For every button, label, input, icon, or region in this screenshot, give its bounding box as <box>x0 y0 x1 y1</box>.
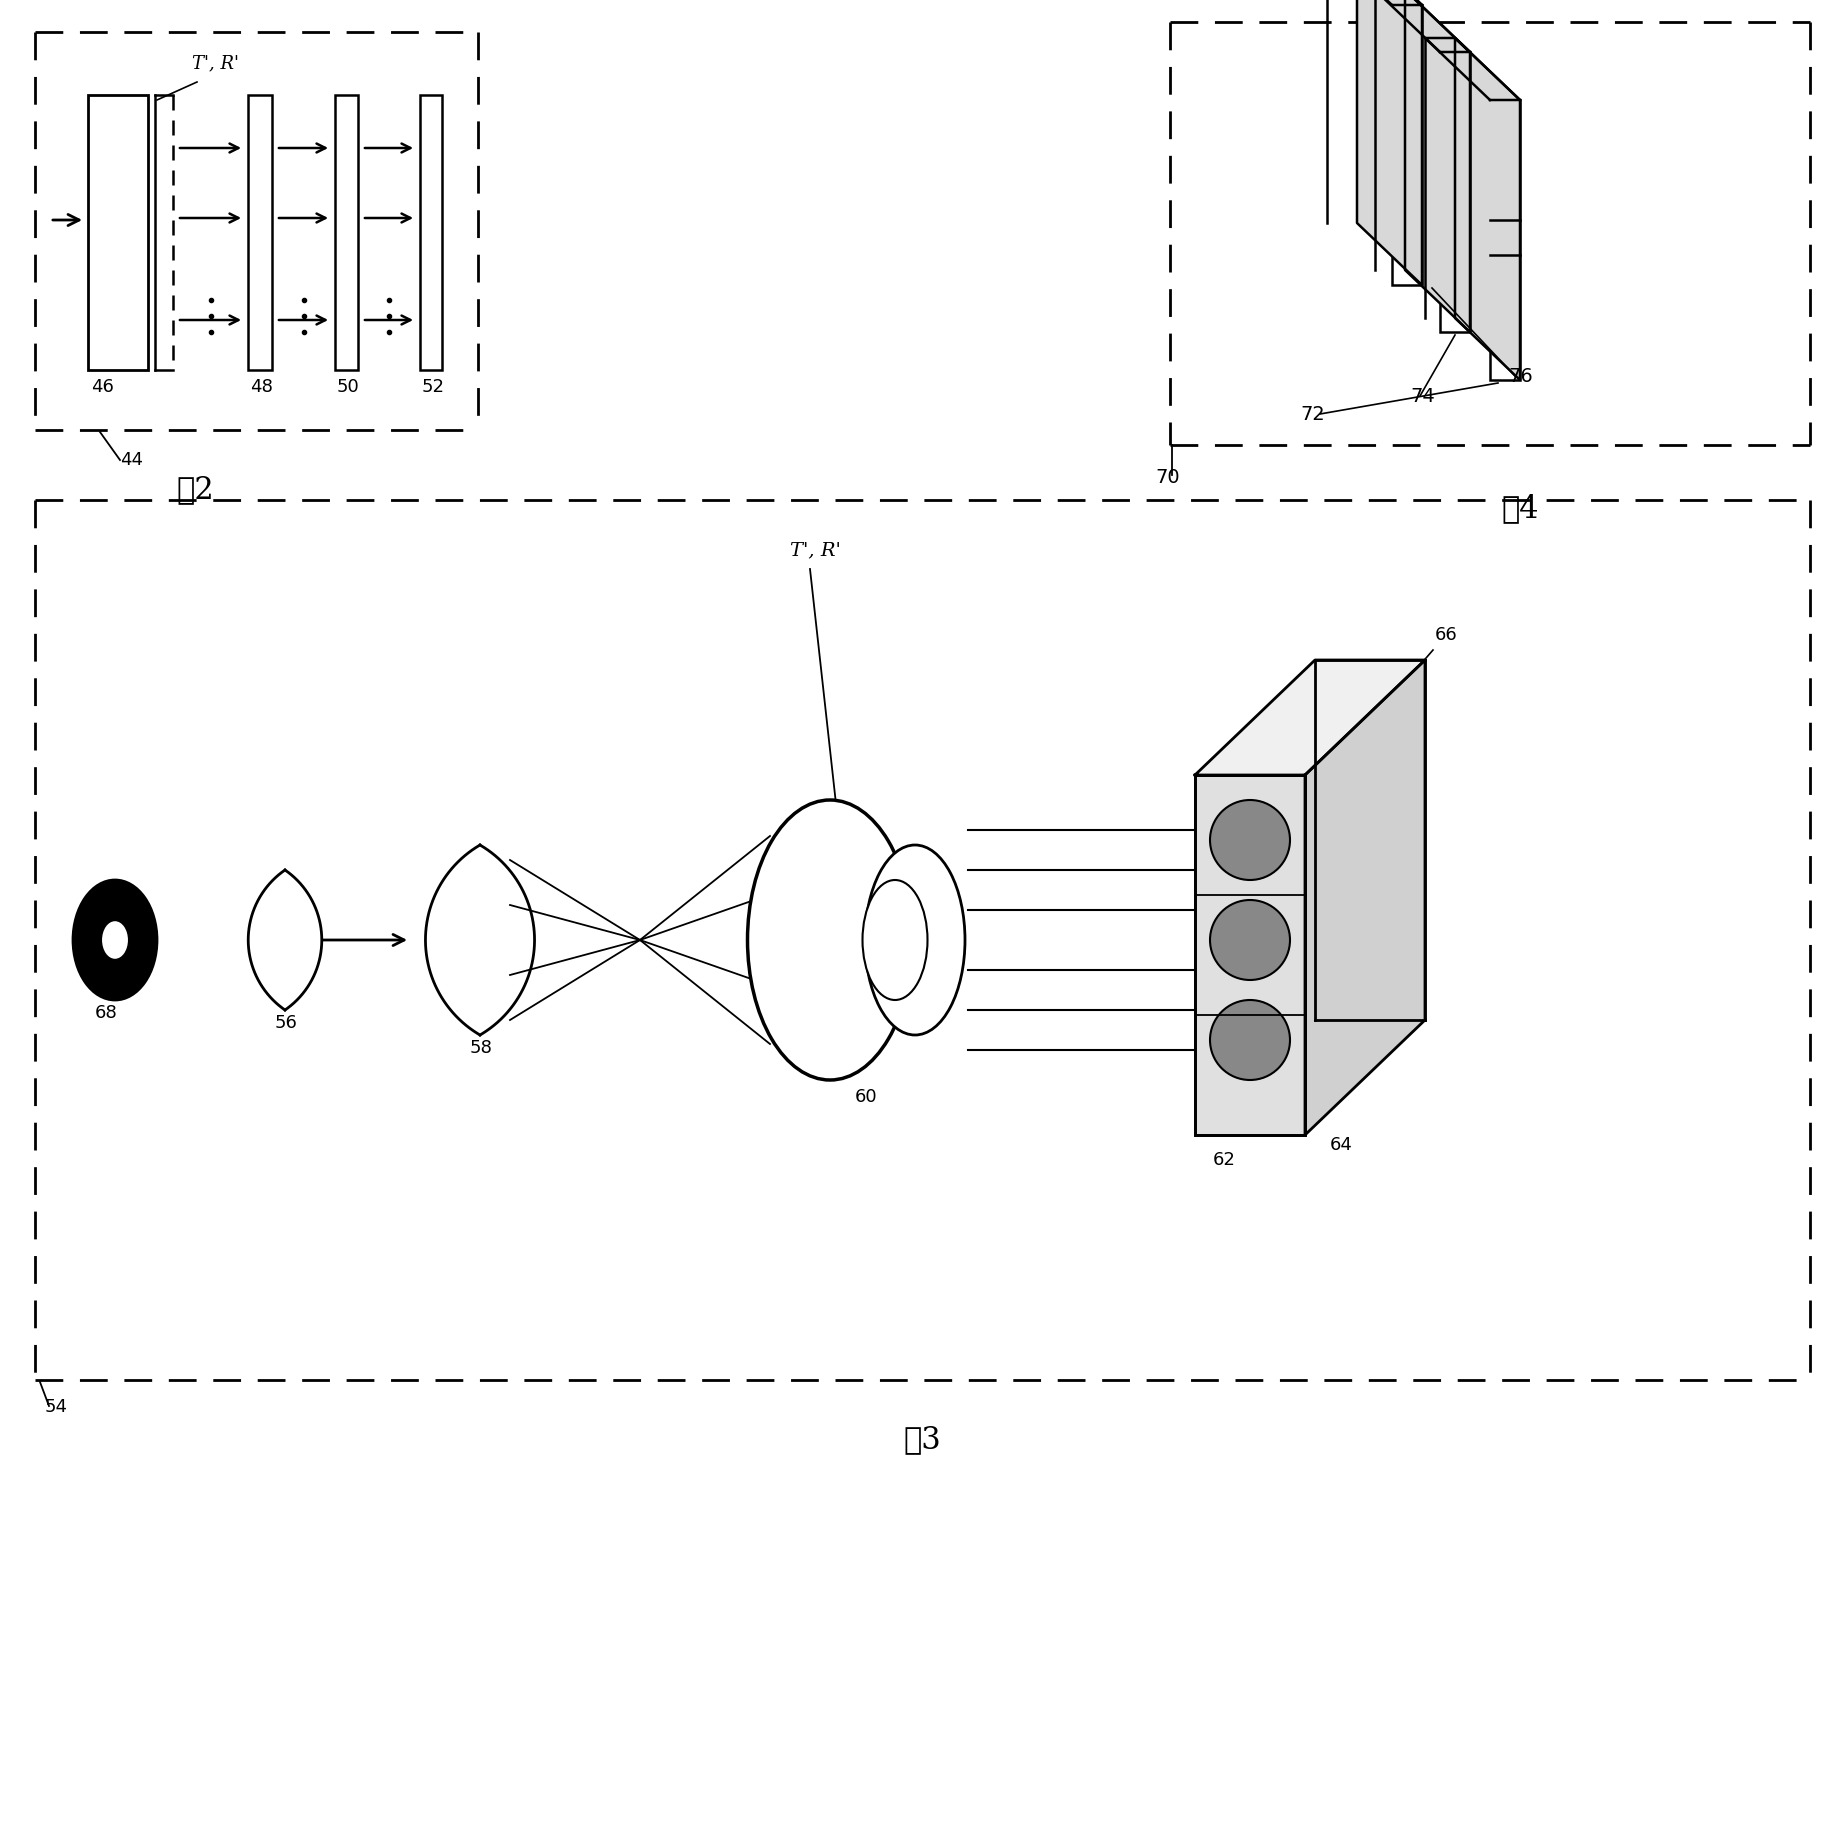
Text: 72: 72 <box>1299 404 1325 425</box>
Text: 70: 70 <box>1156 469 1180 487</box>
Polygon shape <box>1327 0 1423 6</box>
Ellipse shape <box>864 845 966 1036</box>
Text: 58: 58 <box>470 1039 492 1058</box>
Polygon shape <box>1375 0 1471 52</box>
Text: 图2: 图2 <box>177 474 214 506</box>
Bar <box>335 94 358 369</box>
Polygon shape <box>249 869 323 1010</box>
Bar <box>249 94 273 369</box>
Ellipse shape <box>101 921 129 960</box>
Bar <box>1194 775 1305 1135</box>
Polygon shape <box>1404 0 1471 332</box>
Ellipse shape <box>1211 799 1290 881</box>
Text: 50: 50 <box>337 378 359 397</box>
Ellipse shape <box>1211 1001 1290 1080</box>
Text: 62: 62 <box>1213 1152 1237 1169</box>
Text: 46: 46 <box>90 378 114 397</box>
Bar <box>1391 6 1423 284</box>
Text: 64: 64 <box>1331 1135 1353 1154</box>
Text: 图3: 图3 <box>903 1423 942 1455</box>
Ellipse shape <box>863 881 927 1001</box>
Ellipse shape <box>1211 901 1290 980</box>
Text: 56: 56 <box>275 1013 299 1032</box>
Text: 44: 44 <box>120 450 144 469</box>
Text: T', R': T', R' <box>791 541 840 559</box>
Polygon shape <box>1425 39 1520 100</box>
Polygon shape <box>1194 661 1425 775</box>
Polygon shape <box>426 845 534 1036</box>
Text: 48: 48 <box>251 378 273 397</box>
Text: 74: 74 <box>1410 388 1434 406</box>
Text: 68: 68 <box>96 1004 118 1023</box>
Bar <box>1489 100 1520 380</box>
Text: 52: 52 <box>422 378 444 397</box>
Text: 66: 66 <box>1436 626 1458 644</box>
Text: 76: 76 <box>1508 367 1533 386</box>
Text: T', R': T', R' <box>192 54 240 72</box>
Bar <box>1439 52 1471 332</box>
Ellipse shape <box>748 799 912 1080</box>
Polygon shape <box>1356 0 1423 284</box>
Bar <box>88 94 147 369</box>
Text: 图4: 图4 <box>1502 493 1539 524</box>
Polygon shape <box>1454 39 1520 380</box>
Polygon shape <box>1305 661 1425 1135</box>
Ellipse shape <box>74 881 157 1001</box>
Bar <box>1194 775 1305 1135</box>
Bar <box>420 94 442 369</box>
Text: 54: 54 <box>44 1397 68 1416</box>
Text: 60: 60 <box>855 1087 877 1106</box>
